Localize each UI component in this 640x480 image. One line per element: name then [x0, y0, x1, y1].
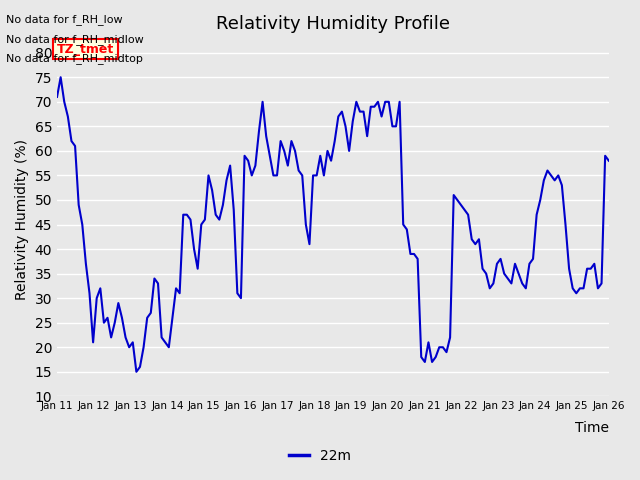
Y-axis label: Relativity Humidity (%): Relativity Humidity (%) [15, 139, 29, 300]
Text: No data for f_RH_midlow: No data for f_RH_midlow [6, 34, 144, 45]
X-axis label: Time: Time [575, 421, 609, 435]
Title: Relativity Humidity Profile: Relativity Humidity Profile [216, 15, 450, 33]
Text: No data for f_RH_low: No data for f_RH_low [6, 14, 123, 25]
Text: TZ_tmet: TZ_tmet [57, 43, 115, 56]
Text: No data for f_RH_midtop: No data for f_RH_midtop [6, 53, 143, 64]
Legend: 22m: 22m [283, 443, 357, 468]
